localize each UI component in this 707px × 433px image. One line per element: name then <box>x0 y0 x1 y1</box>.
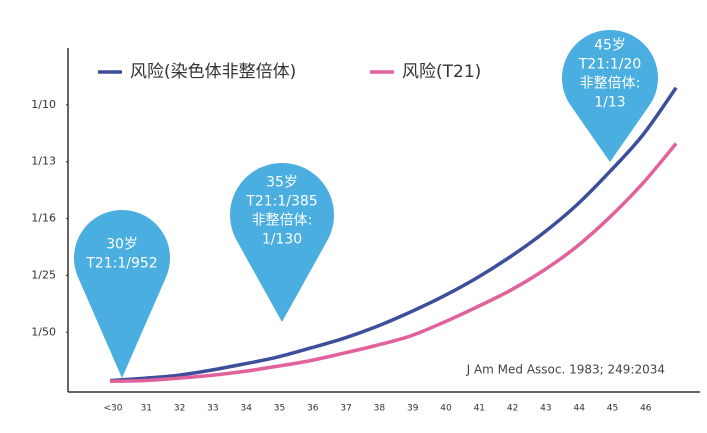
annotation-pin <box>230 163 335 322</box>
source: J Am Med Assoc. 1983; 249:2034 <box>466 363 665 377</box>
x-tick-label: 34 <box>240 404 252 414</box>
x-tick-label: 43 <box>540 404 551 414</box>
x-tick-label: 31 <box>141 404 152 414</box>
annotation-text: 非整倍体: <box>252 213 313 229</box>
x-tick-label: 40 <box>440 404 452 414</box>
annotation-pin <box>74 210 170 378</box>
x-tick-label: 35 <box>274 404 285 414</box>
series-line <box>109 142 678 383</box>
legend-label: 风险(染色体非整倍体) <box>130 62 296 82</box>
annotation-text: 1/130 <box>262 232 302 248</box>
x-tick-label: 33 <box>207 404 218 414</box>
x-tick-label: 46 <box>640 404 652 414</box>
annotation-pin <box>562 30 658 162</box>
x-tick-label: 36 <box>307 404 319 414</box>
x-tick-label: 32 <box>174 404 185 414</box>
annotation-text: 35岁 <box>266 175 298 191</box>
annotation-text: T21:1/20 <box>578 57 642 73</box>
y-tick-label: 1/50 <box>31 325 56 338</box>
x-tick-label: <30 <box>104 404 123 414</box>
x-tick-label: 41 <box>474 404 485 414</box>
y-tick-label: 1/25 <box>31 268 56 281</box>
series-line <box>109 86 678 383</box>
y-tick-label: 1/16 <box>31 212 56 225</box>
legend-label: 风险(T21) <box>402 62 481 82</box>
y-tick-label: 1/13 <box>31 155 56 168</box>
x-tick-label: 45 <box>607 404 618 414</box>
annotation-text: 45岁 <box>594 38 626 54</box>
annotation-text: 非整倍体: <box>580 76 641 92</box>
annotation-text: T21:1/952 <box>85 256 157 272</box>
annotation-text: 30岁 <box>106 237 138 253</box>
x-tick-label: 42 <box>507 404 518 414</box>
x-tick-label: 38 <box>374 404 386 414</box>
annotation-text: 1/13 <box>594 95 625 111</box>
annotation-text: T21:1/385 <box>245 194 317 210</box>
x-tick-label: 37 <box>340 404 351 414</box>
y-tick-label: 1/10 <box>31 98 56 111</box>
x-tick-label: 44 <box>573 404 585 414</box>
x-tick-label: 39 <box>407 404 419 414</box>
